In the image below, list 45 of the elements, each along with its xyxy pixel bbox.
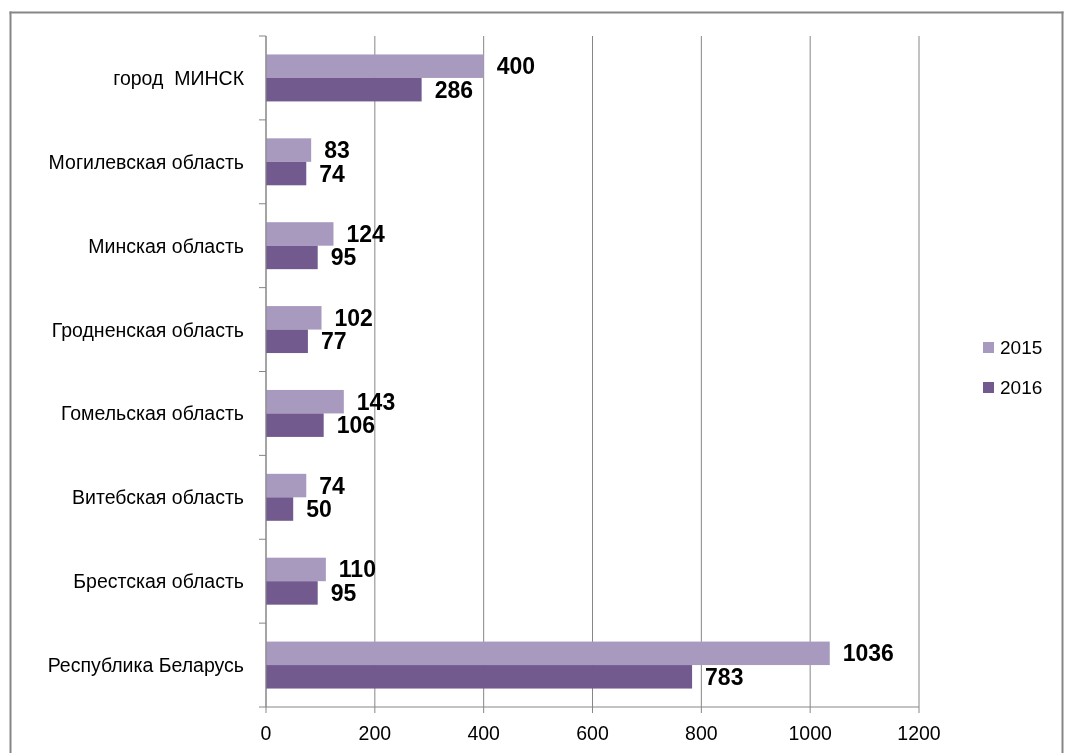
legend-label: 2016	[1000, 376, 1043, 398]
x-tick-label: 600	[576, 722, 609, 744]
bar	[266, 306, 322, 330]
x-tick-label: 200	[358, 722, 392, 744]
bar	[266, 77, 422, 102]
data-label: 124	[346, 220, 386, 247]
bar	[266, 497, 294, 521]
y-tick-label: город МИНСК	[113, 66, 245, 89]
bar	[266, 557, 326, 582]
data-label: 783	[705, 663, 744, 690]
bar	[266, 54, 484, 78]
bar	[266, 389, 344, 414]
y-tick-label: Витебская область	[72, 486, 244, 509]
bar	[266, 161, 307, 186]
data-label: 77	[320, 328, 347, 355]
x-tick-label: 400	[467, 722, 501, 744]
x-tick-label: 1000	[788, 722, 833, 744]
bar	[266, 138, 312, 162]
y-tick-label: Брестская область	[73, 570, 244, 593]
bar	[266, 473, 307, 498]
y-tick-label: Минская область	[88, 234, 244, 257]
data-label: 95	[330, 244, 357, 271]
data-label: 400	[496, 53, 536, 80]
data-label: 1036	[842, 640, 894, 667]
y-tick-label: Республика Беларусь	[47, 654, 244, 677]
y-tick-label: Гомельская область	[61, 402, 244, 425]
data-label: 50	[306, 496, 332, 523]
bar	[266, 641, 830, 666]
legend-label: 2015	[1000, 336, 1043, 358]
bar	[266, 245, 318, 270]
data-label: 102	[334, 304, 373, 331]
x-tick-label: 1200	[897, 722, 941, 744]
bar	[266, 581, 318, 605]
data-label: 74	[319, 472, 346, 499]
y-tick-label: Гродненская область	[51, 318, 244, 341]
data-label: 106	[336, 412, 376, 439]
data-label: 143	[356, 388, 396, 415]
bar	[266, 413, 324, 437]
bar	[266, 222, 334, 246]
x-tick-label: 800	[685, 722, 718, 744]
bar	[266, 329, 308, 354]
x-tick-label: 0	[260, 722, 272, 744]
bar	[266, 665, 693, 689]
data-label: 286	[434, 76, 474, 103]
y-tick-label: Могилевская область	[48, 150, 244, 173]
